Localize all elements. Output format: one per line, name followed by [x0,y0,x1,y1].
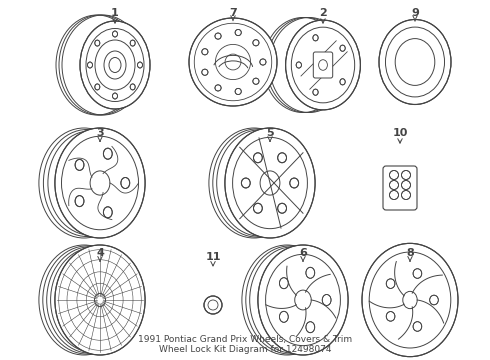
Ellipse shape [306,322,315,333]
Ellipse shape [80,21,150,109]
Ellipse shape [113,31,118,37]
Ellipse shape [322,294,331,306]
Ellipse shape [103,148,112,159]
Ellipse shape [204,296,222,314]
Ellipse shape [88,62,93,68]
Ellipse shape [401,171,411,180]
Ellipse shape [390,180,398,189]
Ellipse shape [290,178,298,188]
Ellipse shape [340,79,345,85]
Ellipse shape [55,245,145,355]
Ellipse shape [390,190,398,199]
Ellipse shape [130,40,135,46]
Text: 8: 8 [406,248,414,261]
Ellipse shape [121,177,130,189]
Ellipse shape [253,40,259,46]
Ellipse shape [313,35,318,41]
Ellipse shape [258,245,348,355]
Ellipse shape [253,203,262,213]
Ellipse shape [75,159,84,170]
Text: 6: 6 [299,248,307,261]
Text: 3: 3 [96,128,104,141]
Ellipse shape [225,128,315,238]
Ellipse shape [278,153,287,163]
Text: 1: 1 [111,8,119,23]
Text: 4: 4 [96,248,104,261]
Ellipse shape [401,180,411,189]
Ellipse shape [401,190,411,199]
Ellipse shape [313,89,318,95]
Ellipse shape [340,45,345,51]
Ellipse shape [430,295,439,305]
Ellipse shape [278,203,287,213]
Ellipse shape [113,93,118,99]
Ellipse shape [189,18,277,106]
Text: 10: 10 [392,128,408,143]
Text: 7: 7 [229,8,237,21]
Ellipse shape [215,85,221,91]
FancyBboxPatch shape [313,52,333,78]
Ellipse shape [95,40,100,46]
Text: 2: 2 [319,8,327,23]
Ellipse shape [279,278,288,289]
Ellipse shape [235,30,241,36]
Text: 1991 Pontiac Grand Prix Wheels, Covers & Trim
Wheel Lock Kit Diagram for 1249807: 1991 Pontiac Grand Prix Wheels, Covers &… [138,334,352,354]
Ellipse shape [260,59,266,65]
Ellipse shape [130,84,135,90]
Ellipse shape [413,322,422,331]
Ellipse shape [253,78,259,84]
Ellipse shape [138,62,143,68]
Ellipse shape [235,89,241,95]
Ellipse shape [103,207,112,218]
Ellipse shape [390,171,398,180]
Ellipse shape [242,178,250,188]
Ellipse shape [379,19,451,104]
Ellipse shape [55,128,145,238]
Ellipse shape [202,69,208,75]
Ellipse shape [386,279,395,288]
Ellipse shape [386,311,395,321]
Ellipse shape [413,269,422,278]
Ellipse shape [306,267,315,278]
Ellipse shape [286,20,361,110]
FancyBboxPatch shape [383,166,417,210]
Ellipse shape [95,84,100,90]
Text: 5: 5 [266,128,274,141]
Ellipse shape [362,243,458,357]
Ellipse shape [75,195,84,207]
Ellipse shape [279,311,288,322]
Ellipse shape [296,62,301,68]
Text: 9: 9 [411,8,419,21]
Ellipse shape [202,49,208,55]
Ellipse shape [215,33,221,39]
Ellipse shape [253,153,262,163]
Text: 11: 11 [205,252,221,266]
